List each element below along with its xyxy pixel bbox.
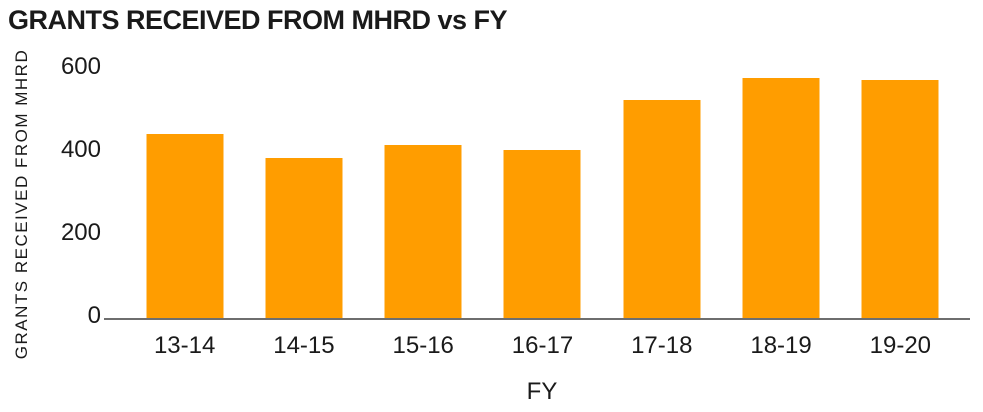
x-tick-label: 15-16 — [392, 332, 454, 359]
bar-slot: 18-19 — [721, 70, 840, 359]
x-tick-label: 17-18 — [631, 332, 693, 359]
y-tick-label: 200 — [60, 219, 101, 246]
bar-slot: 15-16 — [364, 70, 483, 359]
x-tick-label: 13-14 — [153, 332, 216, 359]
x-tick-label: 16-17 — [511, 332, 574, 359]
bar-13-14 — [146, 133, 224, 320]
y-tick-label: 600 — [60, 53, 101, 80]
x-axis-title: FY — [526, 378, 558, 405]
y-tick-label: 0 — [87, 302, 101, 329]
chart-title: GRANTS RECEIVED FROM MHRD vs FY — [8, 5, 508, 35]
bar-slot: 16-17 — [483, 70, 602, 359]
bar-19-20 — [861, 80, 939, 320]
bar-slot: 13-14 — [125, 70, 244, 359]
x-tick-label: 14-15 — [273, 332, 335, 359]
y-axis-tick-labels: 0 200 400 600 — [0, 0, 101, 412]
bar-16-17 — [503, 150, 581, 320]
x-axis-line — [104, 318, 970, 320]
bar-slot: 17-18 — [602, 70, 721, 359]
x-tick-label: 19-20 — [869, 332, 932, 359]
bar-15-16 — [384, 145, 462, 320]
bar-18-19 — [742, 78, 820, 320]
bar-slot: 19-20 — [841, 70, 960, 359]
bar-14-15 — [265, 157, 343, 320]
plot-area: 13-14 14-15 15-16 16-17 17-18 18-19 19-20 — [125, 70, 960, 359]
bar-17-18 — [623, 100, 701, 320]
bar-slot: 14-15 — [244, 70, 363, 359]
x-tick-label: 18-19 — [750, 332, 812, 359]
y-tick-label: 400 — [60, 136, 101, 163]
